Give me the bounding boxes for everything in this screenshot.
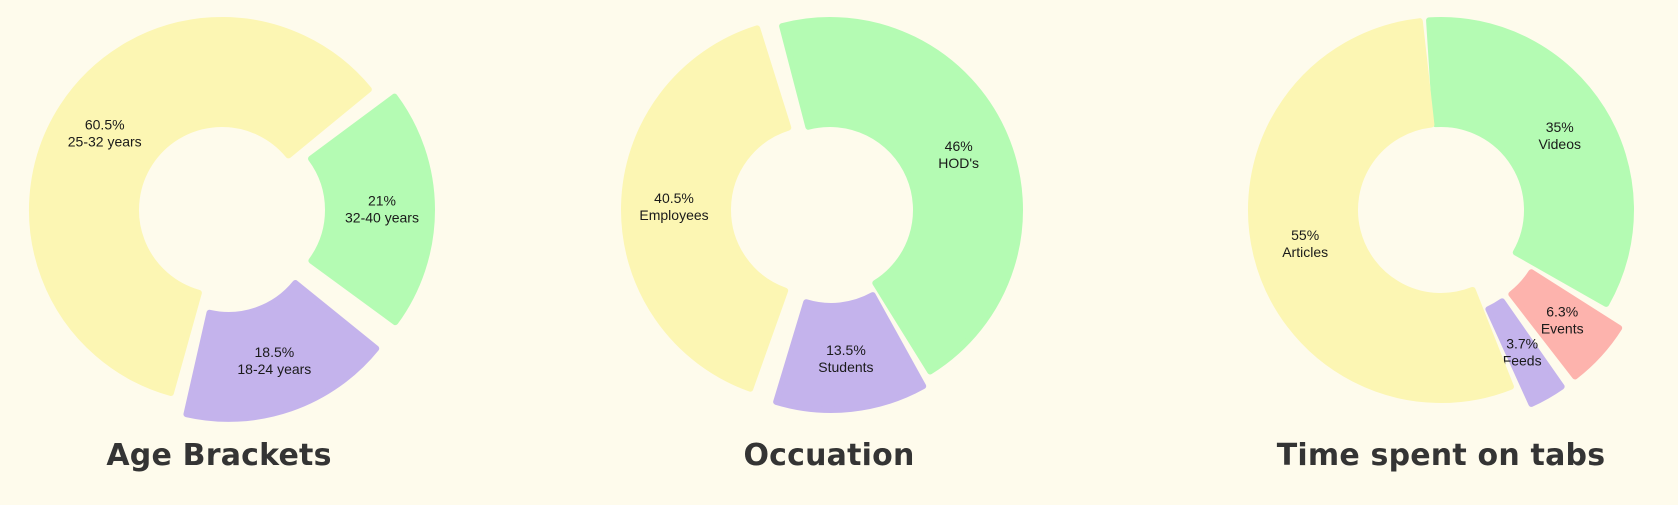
donut-age-brackets: 21% 32-40 years 18.5% 18-24 years 60.5% 25-32… xyxy=(29,17,435,422)
slice-label-students: 13.5% Students xyxy=(818,342,873,375)
chart-title-occupation: Occuation xyxy=(743,438,915,473)
slice-students[interactable] xyxy=(773,292,927,413)
slice-label-32-40-years: 21% 32-40 years xyxy=(345,192,419,225)
slice-value-label: 13.5% xyxy=(826,342,866,358)
slice-value-label: 46% xyxy=(945,138,973,154)
slice-employees[interactable] xyxy=(621,25,792,392)
slice-value-label: 3.7% xyxy=(1506,336,1538,352)
slice-category-label: 18-24 years xyxy=(237,361,311,377)
slice-category-label: Videos xyxy=(1538,136,1581,152)
slice-category-label: HOD's xyxy=(938,155,979,171)
chart-title-age-brackets: Age Brackets xyxy=(106,438,332,473)
slice-category-label: Events xyxy=(1541,320,1584,336)
slice-label-hod-s: 46% HOD's xyxy=(938,138,979,171)
slice-hod-s[interactable] xyxy=(779,17,1023,375)
slice-category-label: Employees xyxy=(639,207,708,223)
slice-value-label: 55% xyxy=(1291,227,1319,243)
slice-events[interactable] xyxy=(1508,269,1623,380)
slice-label-18-24-years: 18.5% 18-24 years xyxy=(237,344,311,377)
slice-value-label: 40.5% xyxy=(654,190,694,206)
slice-label-25-32-years: 60.5% 25-32 years xyxy=(68,117,142,150)
slice-label-articles: 55% Articles xyxy=(1282,227,1328,260)
slice-videos[interactable] xyxy=(1426,17,1634,307)
slice-articles[interactable] xyxy=(1248,18,1514,403)
chart-title-time-spent: Time spent on tabs xyxy=(1276,438,1606,473)
slice-category-label: Students xyxy=(818,359,873,375)
slice-feeds[interactable] xyxy=(1485,298,1565,407)
slice-value-label: 6.3% xyxy=(1546,303,1578,319)
slice-value-label: 35% xyxy=(1546,119,1574,135)
slice-category-label: Feeds xyxy=(1503,353,1542,369)
slice-label-videos: 35% Videos xyxy=(1538,119,1581,152)
slice-18-24-years[interactable] xyxy=(183,280,380,422)
slice-value-label: 21% xyxy=(368,192,396,208)
slice-category-label: 25-32 years xyxy=(68,134,142,150)
slice-32-40-years[interactable] xyxy=(308,93,435,326)
donut-occuation: 46% HOD's 13.5% Students 40.5% Employees xyxy=(621,17,1023,413)
slice-category-label: Articles xyxy=(1282,244,1328,260)
slice-25-32-years[interactable] xyxy=(29,17,372,397)
slice-label-feeds: 3.7% Feeds xyxy=(1503,336,1542,369)
slice-category-label: 32-40 years xyxy=(345,209,419,225)
slice-value-label: 60.5% xyxy=(85,117,125,133)
slice-label-events: 6.3% Events xyxy=(1541,303,1584,336)
slice-label-employees: 40.5% Employees xyxy=(639,190,708,223)
slice-value-label: 18.5% xyxy=(255,344,295,360)
